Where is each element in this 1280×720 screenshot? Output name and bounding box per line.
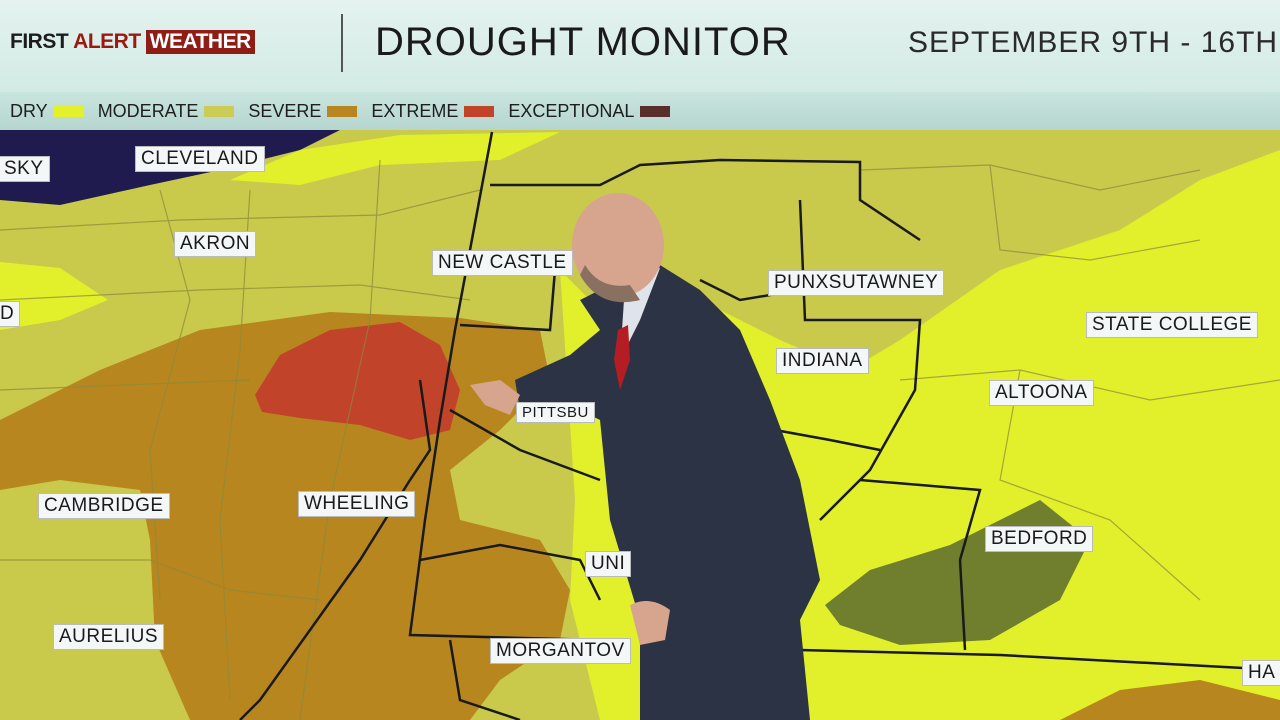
legend-swatch: [327, 105, 358, 117]
city-label: PITTSBU: [516, 402, 595, 423]
city-label: INDIANA: [776, 348, 869, 374]
drought-legend: DRY MODERATE SEVERE EXTREME EXCEPTIONAL: [0, 92, 1280, 130]
city-label: D: [0, 301, 21, 327]
page-title: DROUGHT MONITOR: [375, 20, 791, 64]
city-label: STATE COLLEGE: [1086, 312, 1258, 338]
city-label: SKY: [0, 156, 50, 182]
legend-extreme: EXTREME: [371, 100, 495, 122]
city-label: WHEELING: [298, 491, 416, 517]
city-label: AURELIUS: [53, 624, 165, 650]
city-label: PUNXSUTAWNEY: [768, 270, 945, 296]
legend-swatch: [640, 105, 671, 117]
city-label: BEDFORD: [985, 526, 1094, 552]
legend-exceptional: EXCEPTIONAL: [508, 100, 671, 122]
header-bar: FIRST ALERT WEATHER DROUGHT MONITOR SEPT…: [0, 0, 1280, 92]
city-label: CLEVELAND: [135, 146, 265, 172]
logo-weather: WEATHER: [145, 30, 255, 54]
severe-region-se: [1060, 680, 1280, 720]
legend-label: SEVERE: [248, 100, 322, 121]
legend-swatch: [464, 105, 495, 117]
legend-label: MODERATE: [97, 100, 199, 121]
legend-dry: DRY: [10, 101, 84, 122]
presenter: [470, 193, 820, 720]
legend-swatch: [53, 105, 84, 117]
legend-label: EXCEPTIONAL: [508, 100, 635, 121]
legend-swatch: [204, 105, 235, 117]
dry-region-north: [230, 132, 560, 185]
city-label: CAMBRIDGE: [38, 493, 170, 519]
header-divider: [341, 14, 343, 72]
logo-alert: ALERT: [73, 30, 141, 53]
city-label: NEW CASTLE: [432, 250, 573, 276]
dry-region-west: [0, 262, 108, 330]
city-label: AKRON: [174, 231, 257, 257]
legend-label: EXTREME: [371, 100, 459, 121]
date-range: SEPTEMBER 9TH - 16TH: [908, 26, 1279, 59]
city-label: MORGANTOV: [490, 638, 631, 664]
logo-first: FIRST: [10, 30, 69, 53]
legend-severe: SEVERE: [248, 100, 358, 122]
city-label: UNI: [585, 551, 632, 577]
city-label: ALTOONA: [989, 380, 1094, 406]
legend-label: DRY: [10, 100, 48, 121]
legend-moderate: MODERATE: [98, 101, 235, 122]
station-logo: FIRST ALERT WEATHER: [10, 30, 255, 54]
extreme-region: [255, 322, 460, 440]
city-label: HA: [1242, 660, 1280, 686]
